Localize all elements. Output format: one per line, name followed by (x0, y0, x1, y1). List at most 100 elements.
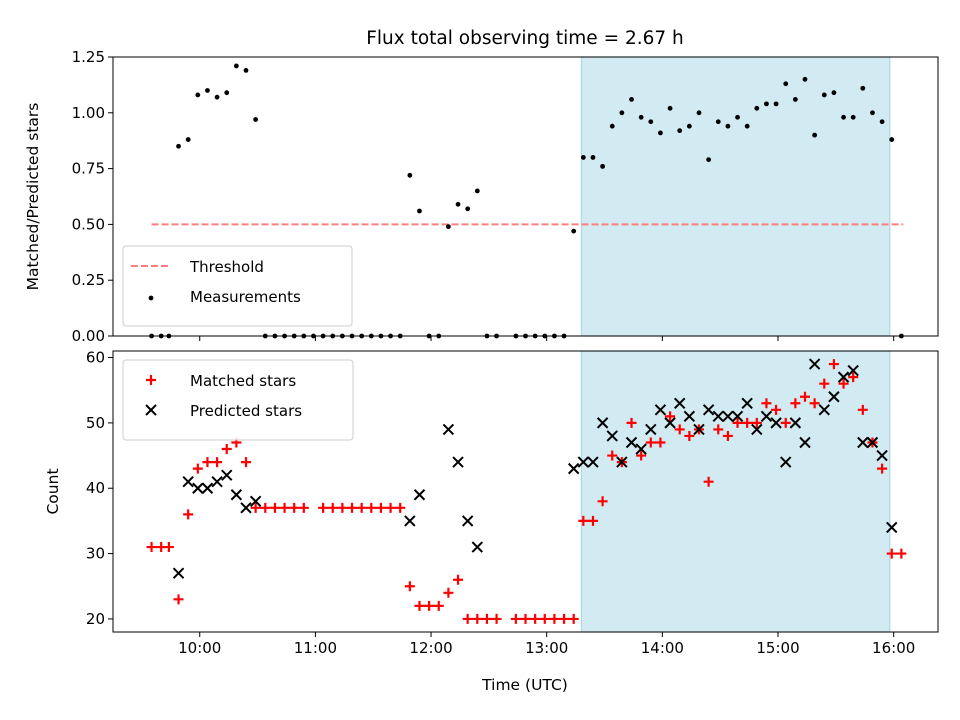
measurement-point (455, 201, 461, 207)
measurement-point (609, 123, 615, 129)
x-tick-label: 12:00 (409, 639, 452, 657)
predicted-point (712, 410, 724, 423)
measurement-point (474, 188, 480, 194)
predicted-point (808, 358, 821, 370)
matched-point (269, 502, 280, 513)
measurement-point (214, 94, 220, 100)
predicted-point (799, 436, 811, 449)
matched-point (250, 502, 261, 513)
predicted-point (240, 502, 252, 514)
measurement-point (619, 110, 625, 116)
measurement-point (677, 128, 683, 134)
predicted-point (693, 423, 705, 436)
measurement-point (407, 172, 413, 178)
matched-point (568, 613, 579, 624)
matched-point (385, 502, 396, 513)
matched-point (241, 457, 252, 468)
matched-point (732, 417, 743, 428)
measurement-point (629, 97, 634, 102)
matched-point (848, 372, 859, 383)
x-axis-label: Time (UTC) (481, 676, 568, 694)
measurement-point (821, 92, 827, 98)
y-tick-label: 1.00 (72, 104, 105, 122)
predicted-point (837, 371, 850, 383)
matched-point (289, 502, 300, 513)
legend-measurement-swatch (148, 295, 154, 301)
predicted-point (201, 482, 214, 494)
measurement-point (792, 97, 798, 102)
y-tick-label: 0.25 (72, 271, 105, 289)
predicted-point (249, 495, 262, 508)
matched-point (453, 574, 464, 585)
matched-point (183, 509, 194, 520)
legend-box (122, 359, 354, 441)
matched-point (780, 417, 791, 428)
predicted-point (596, 417, 609, 429)
matched-point (395, 502, 406, 513)
predicted-point (683, 410, 696, 423)
predicted-point (818, 404, 830, 416)
y-tick-label: 0.50 (72, 215, 105, 233)
measurement-point (744, 123, 750, 129)
matched-point (472, 613, 483, 624)
matched-point (626, 417, 637, 428)
matched-point (481, 613, 492, 624)
y-tick-label: 50 (86, 414, 105, 432)
y-tick-label: 0.00 (72, 327, 105, 345)
measurement-point (783, 81, 789, 87)
predicted-point (722, 410, 734, 423)
legend-label: Measurements (190, 288, 301, 306)
legend: Matched stars Predicted stars (122, 359, 354, 441)
predicted-point (645, 423, 657, 436)
predicted-point (751, 423, 763, 436)
legend: Threshold Measurements (122, 245, 353, 327)
x-tick-label: 16:00 (872, 639, 915, 657)
measurement-point (571, 228, 577, 234)
legend-label: Predicted stars (190, 402, 302, 420)
predicted-point (673, 397, 686, 409)
matched-point (366, 502, 377, 513)
measurement-point (889, 137, 895, 142)
predicted-point (221, 469, 233, 481)
measurement-point (802, 76, 808, 82)
y-tick-label: 30 (86, 545, 105, 563)
matched-point (347, 502, 358, 513)
matched-point (202, 457, 213, 468)
x-tick-label: 10:00 (178, 639, 221, 657)
matched-point (684, 430, 695, 441)
predicted-point (866, 436, 879, 449)
predicted-point (567, 462, 580, 475)
predicted-point (211, 475, 223, 488)
y-axis-label: Count (44, 468, 62, 514)
highlight-span-rect (580, 56, 891, 337)
measurement-point (686, 123, 692, 129)
matched-point (327, 502, 338, 513)
predicted-point (876, 449, 888, 462)
y-tick-label: 60 (86, 349, 105, 367)
measurement-point (176, 143, 181, 149)
matched-point (260, 502, 271, 513)
matched-point (163, 542, 174, 553)
highlight-span-rect (580, 350, 891, 633)
measurement-point (243, 67, 249, 73)
measurement-point (831, 90, 837, 96)
legend-matched-swatch (146, 375, 156, 385)
chart-title: Flux total observing time = 2.67 h (366, 28, 684, 49)
matched-point (424, 600, 435, 611)
measurement-point (648, 119, 654, 125)
matched-point (559, 613, 570, 624)
predicted-point (461, 515, 474, 527)
matched-point (356, 502, 367, 513)
matched-point (896, 548, 907, 559)
measurement-point (445, 224, 451, 230)
matched-point (828, 359, 839, 370)
matched-point (221, 444, 232, 455)
matched-point (146, 542, 157, 553)
matched-point (771, 404, 782, 415)
matched-point (298, 502, 309, 513)
measurement-point (841, 114, 846, 120)
matched-point (192, 463, 203, 474)
measurement-point (667, 105, 673, 111)
x-axis-ticks (199, 336, 895, 341)
